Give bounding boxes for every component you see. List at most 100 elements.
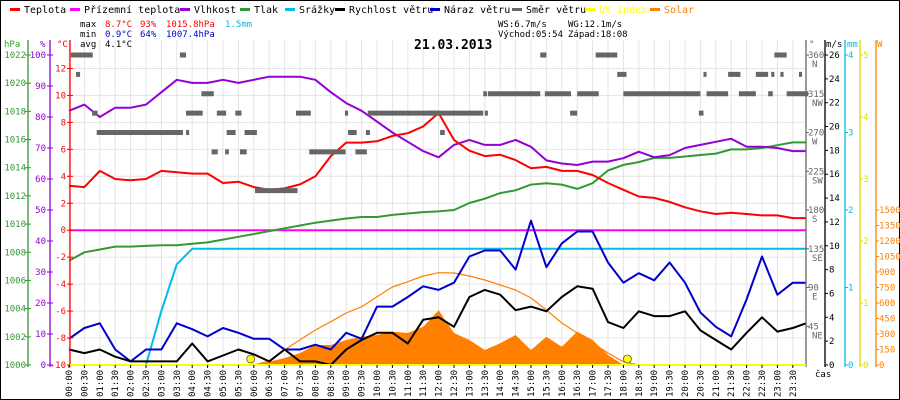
x-tick-label: 13:00 xyxy=(465,370,475,397)
legend-item: Teplota xyxy=(10,5,66,16)
x-tick-label: 19:30 xyxy=(666,370,676,397)
ms-tick-label: 26 xyxy=(829,51,840,61)
x-tick-label: 01:30 xyxy=(111,370,121,397)
compass-label: NW xyxy=(812,99,823,109)
x-tick-label: 06:00 xyxy=(250,370,260,397)
wind-direction-mark xyxy=(774,52,787,58)
stats-avg-label: avg xyxy=(80,40,96,50)
x-tick-label: 04:30 xyxy=(204,370,214,397)
compass-label: SW xyxy=(812,176,823,186)
x-tick-label: 03:00 xyxy=(157,370,167,397)
w-tick-label: 900 xyxy=(879,268,895,278)
wind-direction-mark xyxy=(698,110,704,116)
hpa-tick-label: 1020 xyxy=(4,79,26,89)
uv-tick-label: 3 xyxy=(863,175,868,185)
stats-min-label: min xyxy=(80,30,96,40)
deg-tick-label: 360 xyxy=(808,51,824,61)
degc-tick-label: 0 xyxy=(61,226,66,236)
wind-direction-mark xyxy=(70,52,93,58)
legend-label: Srážky xyxy=(299,4,335,16)
degc-tick-label: 2 xyxy=(61,199,66,209)
wind-direction-mark xyxy=(244,130,257,135)
legend-swatch xyxy=(10,8,20,11)
x-tick-label: 05:30 xyxy=(234,370,244,397)
w-tick-label: 150 xyxy=(879,346,895,356)
ms-tick-label: 18 xyxy=(829,146,840,156)
wind-direction-mark xyxy=(239,149,247,155)
pct-tick-label: 40 xyxy=(35,237,46,247)
ms-tick-label: 20 xyxy=(829,123,840,133)
legend-item: Tlak xyxy=(240,5,278,16)
wind-direction-mark xyxy=(440,130,445,135)
legend-item: Vlhkost xyxy=(180,5,236,16)
x-tick-label: 11:30 xyxy=(419,370,429,397)
x-tick-label: 09:30 xyxy=(358,370,368,397)
wind-direction-mark xyxy=(738,91,756,97)
wind-direction-mark xyxy=(487,91,541,97)
x-tick-label: 14:30 xyxy=(512,370,522,397)
legend-item: Směr větru xyxy=(512,4,586,16)
legend: Teplota Přízemní teplota Vlhkost Tlak Srážky… xyxy=(10,4,694,16)
legend-item: UV index xyxy=(585,5,647,16)
uv-tick-label: 2 xyxy=(863,237,868,247)
tlak-series xyxy=(68,141,806,262)
wind-direction-mark xyxy=(570,110,578,116)
stats-sunrise: Východ:05:54 xyxy=(498,30,563,40)
degc-axis-unit: °C xyxy=(57,40,68,50)
mm-tick-label: 1 xyxy=(848,284,853,294)
legend-label: UV index xyxy=(599,5,647,16)
ms-tick-label: 4 xyxy=(829,313,834,323)
pct-tick-label: 100 xyxy=(30,51,46,61)
mm-tick-label: 2 xyxy=(848,206,853,216)
degc-tick-label: 4 xyxy=(61,172,66,182)
stats-max-pressure: 1015.8hPa xyxy=(166,20,215,30)
stats-min-humidity: 64% xyxy=(140,30,157,40)
mm-tick-label: 3 xyxy=(848,129,853,139)
x-tick-label: 08:00 xyxy=(311,370,321,397)
x-tick-label: 07:00 xyxy=(281,370,291,397)
ms-tick-label: 16 xyxy=(829,170,840,180)
legend-label: Náraz větru xyxy=(444,4,510,16)
uv-tick-label: 5 xyxy=(863,51,868,61)
x-axis: 00:00 00:30 01:00 01:30 02:00 02:30 03:00 03:30… xyxy=(65,365,799,397)
w-tick-label: 0 xyxy=(879,361,884,371)
legend-label: Vlhkost xyxy=(194,5,236,16)
ms-tick-label: 22 xyxy=(829,99,840,109)
hpa-tick-label: 1016 xyxy=(4,136,26,146)
x-tick-label: 06:30 xyxy=(265,370,275,397)
x-tick-label: 21:30 xyxy=(727,370,737,397)
degc-tick-label: -4 xyxy=(55,280,66,290)
x-tick-label: 16:30 xyxy=(573,370,583,397)
x-tick-label: 23:30 xyxy=(789,370,799,397)
hpa-tick-label: 1018 xyxy=(4,107,26,117)
pct-tick-label: 90 xyxy=(35,82,46,92)
x-tick-label: 17:30 xyxy=(604,370,614,397)
wind-direction-mark xyxy=(780,71,784,77)
deg-tick-label: 45 xyxy=(808,322,819,332)
ms-axis-unit: m/s xyxy=(826,40,842,50)
degc-tick-label: 12 xyxy=(55,64,66,74)
x-tick-label: 08:30 xyxy=(327,370,337,397)
x-tick-label: 17:00 xyxy=(589,370,599,397)
x-tick-label: 00:00 xyxy=(65,370,75,397)
legend-swatch xyxy=(512,8,522,11)
n-raz-v-tru-series xyxy=(68,219,806,363)
hpa-tick-label: 1008 xyxy=(4,248,26,258)
x-tick-label: 12:30 xyxy=(450,370,460,397)
x-tick-label: 01:00 xyxy=(96,370,106,397)
x-tick-label: 18:00 xyxy=(619,370,629,397)
legend-item: Přízemní teplota xyxy=(70,4,180,16)
w-tick-label: 600 xyxy=(879,299,895,309)
wind-direction-mark xyxy=(92,110,98,116)
wind-direction-mark xyxy=(235,110,242,116)
wind-direction-mark xyxy=(201,91,214,97)
legend-item: Náraz větru xyxy=(430,4,510,16)
x-tick-label: 00:30 xyxy=(80,370,90,397)
x-tick-label: 21:00 xyxy=(712,370,722,397)
legend-label: Tlak xyxy=(254,5,278,16)
pct-tick-label: 0 xyxy=(41,361,46,371)
legend-label: Směr větru xyxy=(526,4,586,16)
wind-direction-mark xyxy=(483,91,487,97)
x-tick-label: 18:30 xyxy=(635,370,645,397)
wind-direction-mark xyxy=(755,71,769,77)
